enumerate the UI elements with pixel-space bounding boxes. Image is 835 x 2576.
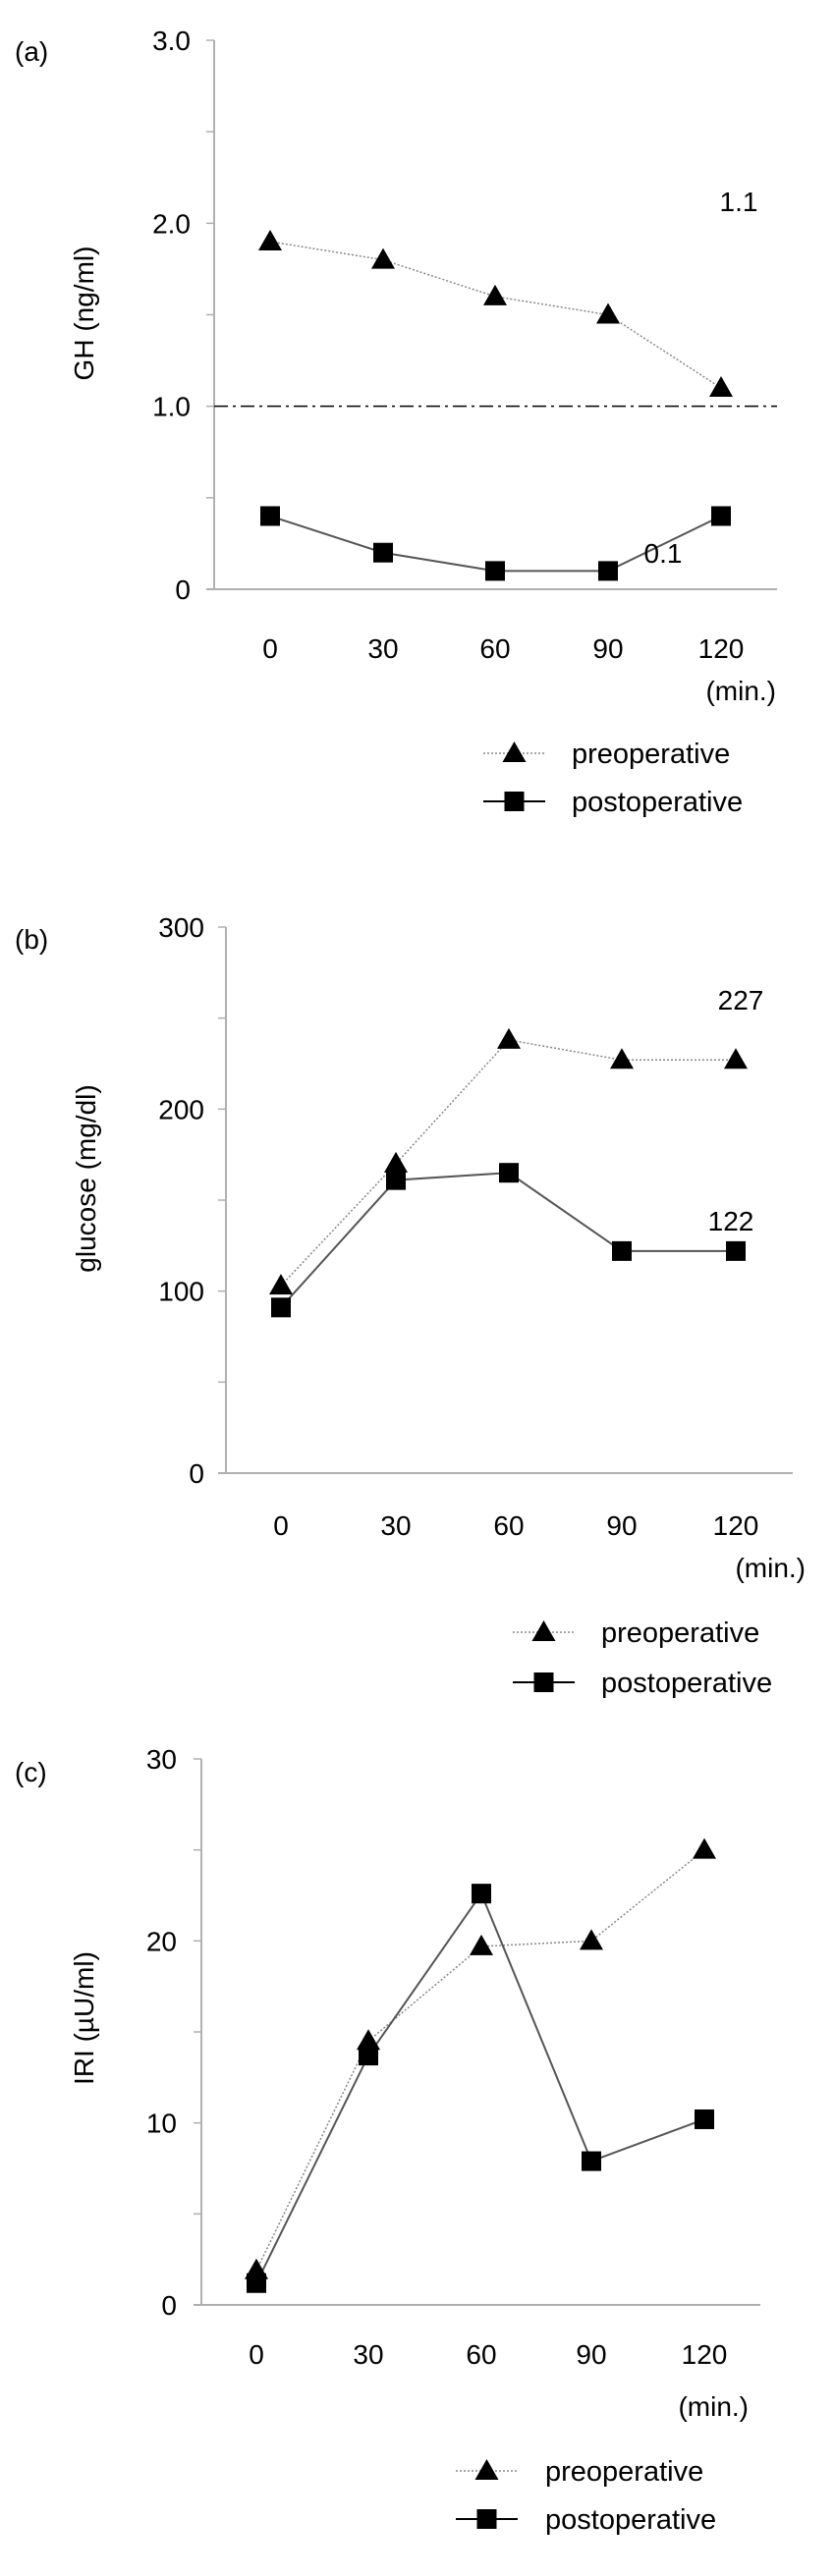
point-preoperative [610, 1048, 634, 1069]
point-preoperative [709, 376, 733, 398]
data-annotation: 122 [708, 1206, 754, 1236]
legend-label-postoperative: postoperative [601, 1668, 772, 1699]
point-postoperative [271, 1297, 291, 1318]
point-postoperative [726, 1240, 746, 1261]
y-tick-label: 200 [158, 1094, 204, 1124]
panel-label: (a) [15, 36, 48, 67]
point-preoperative [693, 1837, 716, 1859]
point-postoperative [386, 1170, 406, 1190]
panel-label: (c) [15, 1757, 47, 1787]
x-tick-label: 0 [273, 1510, 289, 1541]
x-tick-label: 120 [698, 633, 745, 664]
point-preoperative [580, 1929, 603, 1950]
y-tick-label: 0 [175, 575, 191, 605]
y-axis-title: IRI (µU/ml) [69, 1951, 99, 2085]
point-postoperative [373, 542, 393, 563]
data-annotation: 0.1 [644, 538, 683, 569]
panel-label: (b) [15, 924, 48, 955]
legend: preoperative postoperative [483, 739, 743, 818]
legend-square-icon [533, 1672, 554, 1692]
point-postoperative [598, 561, 618, 581]
y-tick-label: 10 [146, 2109, 177, 2139]
legend-triangle-icon [502, 741, 527, 762]
x-tick-label: 120 [682, 2339, 728, 2370]
series-line-preoperative [269, 241, 722, 389]
data-annotation: 1.1 [720, 187, 758, 217]
x-tick-label: 0 [249, 2339, 264, 2370]
legend-label-preoperative: preoperative [545, 2456, 703, 2488]
point-preoperative [497, 1027, 521, 1049]
x-tick-label: 60 [479, 633, 510, 664]
x-axis-unit: (min.) [678, 2391, 749, 2422]
legend-label-preoperative: preoperative [601, 1617, 759, 1649]
x-tick-label: 0 [262, 633, 278, 664]
point-postoperative [472, 1884, 491, 1904]
x-tick-label: 60 [493, 1510, 524, 1541]
y-tick-label: 0 [161, 2290, 177, 2321]
point-postoperative [260, 506, 280, 526]
legend-label-postoperative: postoperative [572, 787, 743, 818]
chart-panel-c: (c) 0 10 20 30 0 30 60 90 120 (min.) IRI (µU/ml) pre… [15, 1744, 760, 2536]
legend: preoperative postoperative [513, 1617, 772, 1699]
point-preoperative [371, 247, 395, 269]
series-line-preoperative [255, 1849, 705, 2272]
legend-triangle-icon [531, 1620, 556, 1641]
y-tick-label: 100 [158, 1277, 204, 1307]
x-tick-label: 90 [592, 633, 623, 664]
x-axis-unit: (min.) [735, 1553, 806, 1583]
series-line-postoperative [280, 1172, 736, 1309]
x-tick-label: 30 [367, 633, 398, 664]
series-line-preoperative [280, 1039, 736, 1287]
chart-panel-a: (a) 0 1.0 2.0 3.0 0 30 60 90 120 (min.) GH (ng/ml) 1… [15, 26, 777, 818]
point-postoperative [612, 1240, 632, 1261]
x-tick-label: 120 [713, 1510, 759, 1541]
y-tick-label: 0 [189, 1458, 204, 1489]
x-axis-unit: (min.) [705, 676, 776, 706]
chart-panel-b: (b) 0 100 200 300 0 30 60 90 120 (min.) glucose (mg… [15, 912, 806, 1699]
y-tick-label: 20 [146, 1926, 177, 1956]
legend-label-postoperative: postoperative [545, 2504, 716, 2536]
point-postoperative [695, 2109, 714, 2129]
legend: preoperative postoperative [456, 2456, 716, 2536]
point-preoperative [596, 302, 620, 324]
y-tick-label: 300 [158, 912, 204, 943]
legend-square-icon [504, 792, 525, 811]
x-tick-label: 90 [576, 2339, 606, 2370]
point-preoperative [724, 1048, 748, 1069]
point-preoperative [384, 1151, 408, 1173]
y-tick-label: 2.0 [152, 208, 191, 239]
x-tick-label: 90 [606, 1510, 637, 1541]
x-tick-label: 30 [353, 2339, 383, 2370]
point-preoperative [357, 2029, 380, 2051]
y-axis-title: GH (ng/ml) [69, 247, 99, 381]
point-postoperative [359, 2046, 378, 2066]
data-annotation: 227 [718, 985, 764, 1015]
x-tick-label: 60 [466, 2339, 496, 2370]
legend-square-icon [476, 2509, 497, 2529]
legend-label-preoperative: preoperative [572, 739, 730, 770]
y-tick-label: 3.0 [152, 26, 191, 56]
x-tick-label: 30 [380, 1510, 411, 1541]
point-postoperative [485, 561, 505, 581]
legend-triangle-icon [474, 2459, 499, 2480]
y-axis-title: glucose (mg/dl) [71, 1084, 101, 1272]
point-preoperative [470, 1934, 493, 1955]
point-postoperative [711, 506, 731, 526]
point-postoperative [582, 2151, 601, 2171]
point-postoperative [247, 2273, 266, 2293]
y-tick-label: 1.0 [152, 392, 191, 422]
point-postoperative [499, 1163, 519, 1183]
y-tick-label: 30 [146, 1744, 177, 1775]
point-preoperative [258, 229, 282, 250]
point-preoperative [269, 1274, 293, 1295]
point-preoperative [483, 284, 507, 305]
